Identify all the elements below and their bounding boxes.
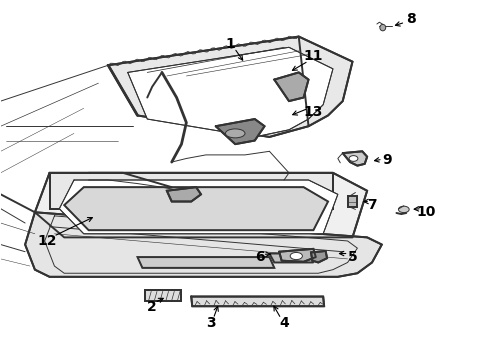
Polygon shape [145,291,181,301]
Text: 11: 11 [304,49,323,63]
Polygon shape [128,47,333,137]
Polygon shape [279,249,316,262]
Polygon shape [347,196,357,207]
Polygon shape [25,212,382,277]
Polygon shape [108,37,352,137]
Polygon shape [191,297,324,306]
Polygon shape [64,187,328,230]
Text: 13: 13 [304,105,323,119]
Polygon shape [35,173,367,237]
Polygon shape [274,72,309,101]
Text: 4: 4 [279,316,289,330]
Polygon shape [167,187,201,202]
Polygon shape [59,180,338,234]
Ellipse shape [290,252,302,260]
Polygon shape [311,251,327,262]
Text: 8: 8 [406,12,416,26]
Polygon shape [49,173,333,209]
Text: 5: 5 [347,250,357,264]
Text: 7: 7 [367,198,377,212]
Text: 9: 9 [382,153,392,167]
Text: 3: 3 [206,316,216,330]
Text: 1: 1 [225,37,235,51]
Text: 10: 10 [416,205,436,219]
Text: 6: 6 [255,250,265,264]
Ellipse shape [349,156,358,161]
Ellipse shape [380,24,386,31]
Polygon shape [343,151,367,166]
Ellipse shape [225,129,245,138]
Polygon shape [270,253,314,262]
Text: 2: 2 [147,300,157,314]
Ellipse shape [398,206,409,213]
Text: 12: 12 [37,234,57,248]
Polygon shape [138,257,274,268]
Polygon shape [216,119,265,144]
